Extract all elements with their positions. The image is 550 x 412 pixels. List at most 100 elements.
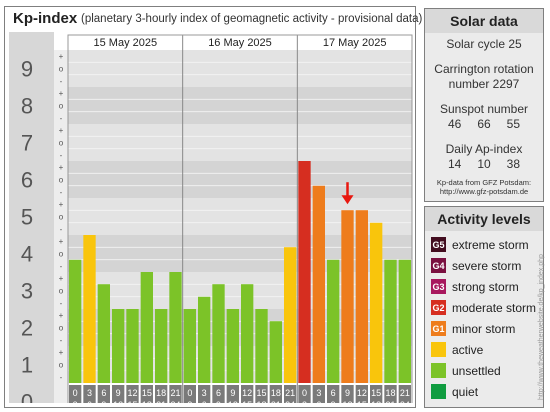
legend-label: severe storm xyxy=(452,258,522,273)
legend-item: G4 severe storm xyxy=(425,255,543,276)
hour-start-label: 21 xyxy=(170,388,180,398)
kp-bar xyxy=(370,222,383,383)
legend-item: active xyxy=(425,339,543,360)
grid-band xyxy=(68,124,412,161)
y-tick-label: 1 xyxy=(21,353,33,378)
hour-start-label: 18 xyxy=(385,388,395,398)
hour-start-label: 18 xyxy=(156,388,166,398)
hour-start-label: 9 xyxy=(345,388,350,398)
kp-bar xyxy=(284,247,297,383)
hour-end-label: 9 xyxy=(331,400,336,403)
kp-bar xyxy=(255,309,268,383)
legend-swatch xyxy=(431,363,446,378)
credit-text: http://www.theweatherwebsite.de/kp_index… xyxy=(538,254,545,400)
legend-swatch: G2 xyxy=(431,300,446,315)
panel-title: Kp-index xyxy=(13,10,78,27)
sub-tick-label: o xyxy=(59,250,64,259)
ap-value: 10 xyxy=(477,157,491,171)
grid-band xyxy=(68,272,412,309)
legend-item: unsettled xyxy=(425,360,543,381)
hour-label-box xyxy=(355,385,368,403)
ap-index-label: Daily Ap-index xyxy=(445,142,523,156)
sub-tick-label: - xyxy=(60,225,63,234)
y-tick-label: 4 xyxy=(21,242,33,267)
sub-tick-label: - xyxy=(60,114,63,123)
solar-data-panel: Solar data Solar cycle 25 Carrington rot… xyxy=(424,8,544,202)
legend-label: extreme storm xyxy=(452,237,529,252)
sub-tick-label: - xyxy=(60,151,63,160)
day-label: 15 May 2025 xyxy=(94,37,158,49)
kp-bar xyxy=(69,259,82,383)
hour-label-box xyxy=(155,385,168,403)
kp-chart: 0123456789+o-+o-+o-+o-+o-+o-+o-+o-+o-15 … xyxy=(9,32,413,404)
legend-item: G5 extreme storm xyxy=(425,234,543,255)
y-tick-label: 2 xyxy=(21,316,33,341)
hour-start-label: 0 xyxy=(187,388,192,398)
kp-bar xyxy=(298,161,311,383)
hour-label-box xyxy=(226,385,239,403)
sub-tick-label: - xyxy=(60,77,63,86)
kp-bar xyxy=(83,235,96,383)
hour-end-label: 12 xyxy=(113,400,123,403)
kp-bar xyxy=(384,259,397,383)
hour-end-label: 9 xyxy=(101,400,106,403)
hour-label-box xyxy=(126,385,139,403)
hour-label-box xyxy=(69,385,82,403)
carrington-line1: Carrington rotation xyxy=(434,62,534,76)
hour-end-label: 18 xyxy=(371,400,381,403)
legend-label: strong storm xyxy=(452,279,519,294)
source-link[interactable]: http://www.gfz-potsdam.de xyxy=(439,187,529,196)
hour-end-label: 21 xyxy=(385,400,395,403)
grid-band xyxy=(68,87,412,124)
sub-tick-label: + xyxy=(59,89,64,98)
hour-start-label: 6 xyxy=(101,388,106,398)
hour-start-label: 6 xyxy=(331,388,336,398)
legend-label: quiet xyxy=(452,384,479,399)
solar-data-heading: Solar data xyxy=(425,9,543,33)
hour-label-box xyxy=(398,385,411,403)
hour-end-label: 15 xyxy=(127,400,137,403)
sub-tick-label: o xyxy=(59,361,64,370)
hour-end-label: 6 xyxy=(87,400,92,403)
source-line1: Kp-data from GFZ Potsdam: xyxy=(436,178,532,187)
sub-tick-label: - xyxy=(60,336,63,345)
solar-cycle: Solar cycle 25 xyxy=(446,37,522,51)
legend-item: G1 minor storm xyxy=(425,318,543,339)
y-tick-label: 9 xyxy=(21,57,33,82)
hour-label-box xyxy=(341,385,354,403)
hour-label-box xyxy=(112,385,125,403)
kp-bar xyxy=(198,296,211,383)
legend-label: moderate storm xyxy=(452,300,537,315)
current-interval-arrow-icon xyxy=(341,195,354,205)
hour-end-label: 15 xyxy=(357,400,367,403)
sub-tick-label: + xyxy=(59,52,64,61)
day-label: 17 May 2025 xyxy=(323,37,387,49)
hour-start-label: 3 xyxy=(316,388,321,398)
hour-label-box xyxy=(384,385,397,403)
hour-start-label: 0 xyxy=(302,388,307,398)
carrington-line2: number 2297 xyxy=(448,77,520,91)
sunspot-value: 55 xyxy=(506,117,521,131)
kp-index-panel: Kp-index (planetary 3-hourly index of ge… xyxy=(4,6,422,408)
sub-tick-column xyxy=(54,50,68,403)
y-tick-label: 0 xyxy=(21,390,33,404)
kp-bar xyxy=(398,259,411,383)
hour-end-label: 15 xyxy=(242,400,252,403)
y-tick-label: 8 xyxy=(21,94,33,119)
plot-frame xyxy=(67,34,413,403)
sub-tick-label: + xyxy=(59,163,64,172)
hour-end-label: 3 xyxy=(73,400,78,403)
y-tick-label: 6 xyxy=(21,168,33,193)
hour-start-label: 12 xyxy=(357,388,367,398)
sub-tick-label: + xyxy=(59,200,64,209)
legend-label: minor storm xyxy=(452,321,516,336)
hour-end-label: 24 xyxy=(285,400,295,403)
legend-item: quiet xyxy=(425,381,543,402)
kp-bar xyxy=(169,272,182,383)
kp-bar xyxy=(155,309,168,383)
sub-tick-label: o xyxy=(59,139,64,148)
legend-item: G2 moderate storm xyxy=(425,297,543,318)
hour-start-label: 21 xyxy=(285,388,295,398)
day-header-band xyxy=(68,35,412,50)
legend-swatch: G4 xyxy=(431,258,446,273)
